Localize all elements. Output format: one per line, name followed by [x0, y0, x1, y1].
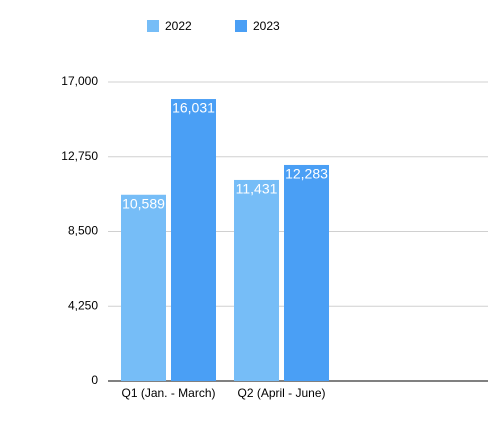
legend-label: 2023	[253, 19, 280, 33]
x-tick-label: Q2 (April - June)	[237, 386, 325, 400]
legend-swatch	[235, 20, 247, 32]
legend-label: 2022	[165, 19, 192, 33]
bar	[121, 194, 166, 381]
x-tick-label: Q1 (Jan. - March)	[121, 386, 215, 400]
y-tick-label: 4,250	[68, 298, 98, 312]
value-label: 11,431	[236, 181, 278, 197]
y-tick-label: 12,750	[61, 149, 98, 163]
bar	[284, 164, 329, 381]
value-label: 16,031	[172, 100, 215, 116]
bar	[234, 179, 279, 381]
y-tick-label: 0	[91, 373, 98, 387]
y-tick-label: 17,000	[61, 74, 98, 88]
y-tick-label: 8,500	[68, 224, 98, 238]
value-label: 12,283	[285, 166, 328, 182]
legend-swatch	[147, 20, 159, 32]
value-label: 10,589	[122, 195, 165, 211]
bar	[171, 99, 216, 381]
